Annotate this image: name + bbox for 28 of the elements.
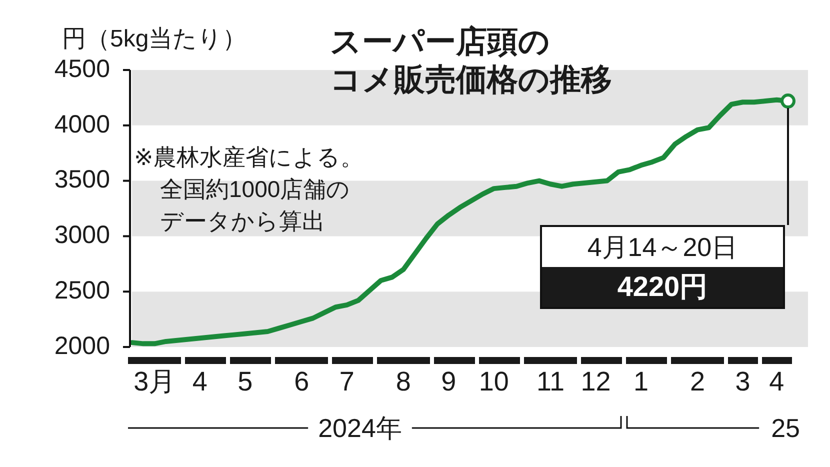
x-tick-label: 1 (633, 366, 648, 397)
text: 25 (771, 413, 800, 444)
text: 2024年 (318, 413, 402, 444)
x-tick-label: 12 (580, 366, 611, 397)
y-tick-label: 4500 (54, 54, 110, 83)
y-tick-label: 2500 (54, 276, 110, 304)
x-tick-label: 11 (536, 366, 564, 397)
callout-box: 4月14～20日 4220円 (540, 225, 785, 309)
chart-title: スーパー店頭のコメ販売価格の推移 (330, 24, 612, 98)
y-tick-label: 3000 (54, 221, 110, 250)
x-tick-label: 6 (294, 366, 310, 397)
y-axis-title: 円（5kg当たり） (62, 26, 247, 53)
x-tick-label: 5 (238, 366, 253, 397)
annotation: 4220円 (542, 267, 783, 307)
y-tick-label: 2000 (54, 332, 110, 360)
x-tick-label: 9 (441, 366, 456, 397)
x-tick-label: 7 (339, 366, 354, 397)
x-tick-label: 4 (769, 366, 784, 397)
y-tick-label: 3500 (54, 166, 110, 194)
x-tick-label: 2 (690, 366, 706, 397)
x-tick-label: 3月 (134, 366, 176, 397)
x-tick-label: 4 (192, 366, 208, 397)
annotation: 4月14～20日 (542, 227, 783, 267)
x-tick-label: 10 (478, 366, 509, 397)
x-tick-label: 8 (396, 366, 411, 397)
x-tick-label: 3 (735, 366, 750, 397)
y-tick-label: 4000 (54, 110, 110, 138)
annotation: ※農林水産省による。全国約1000店舗のデータから算出 (134, 144, 364, 234)
